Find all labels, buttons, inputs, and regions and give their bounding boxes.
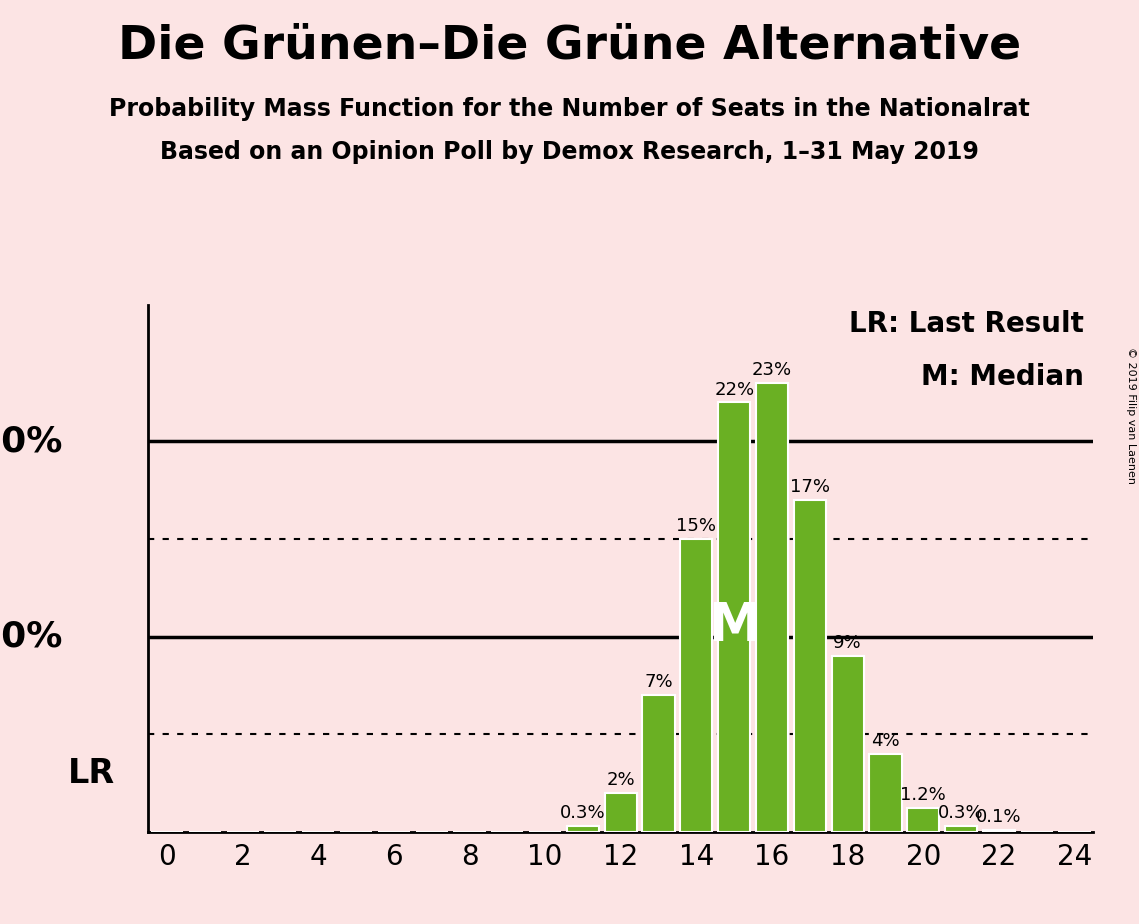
Bar xyxy=(605,793,637,832)
Text: Die Grünen–Die Grüne Alternative: Die Grünen–Die Grüne Alternative xyxy=(118,23,1021,68)
Bar xyxy=(642,695,674,832)
Text: 10%: 10% xyxy=(0,619,63,653)
Bar xyxy=(831,656,863,832)
Text: 4%: 4% xyxy=(871,732,900,749)
Text: M: M xyxy=(708,600,761,651)
Text: 7%: 7% xyxy=(645,674,673,691)
Bar xyxy=(945,826,977,832)
Text: Probability Mass Function for the Number of Seats in the Nationalrat: Probability Mass Function for the Number… xyxy=(109,97,1030,121)
Text: 20%: 20% xyxy=(0,424,63,458)
Bar xyxy=(983,830,1015,832)
Text: 0.3%: 0.3% xyxy=(560,804,606,821)
Bar xyxy=(794,500,826,832)
Text: 0.1%: 0.1% xyxy=(976,808,1022,826)
Bar xyxy=(907,808,940,832)
Text: 1.2%: 1.2% xyxy=(901,786,947,804)
Text: M: Median: M: Median xyxy=(921,363,1084,391)
Text: © 2019 Filip van Laenen: © 2019 Filip van Laenen xyxy=(1126,347,1136,484)
Text: 9%: 9% xyxy=(834,634,862,652)
Text: LR: LR xyxy=(67,757,115,790)
Text: 2%: 2% xyxy=(606,771,636,789)
Text: 17%: 17% xyxy=(789,478,830,496)
Text: 15%: 15% xyxy=(677,517,716,535)
Bar xyxy=(718,403,751,832)
Text: Based on an Opinion Poll by Demox Research, 1–31 May 2019: Based on an Opinion Poll by Demox Resear… xyxy=(161,140,978,164)
Bar xyxy=(567,826,599,832)
Text: 23%: 23% xyxy=(752,361,792,379)
Bar xyxy=(680,539,713,832)
Text: LR: Last Result: LR: Last Result xyxy=(849,310,1084,338)
Text: 0.3%: 0.3% xyxy=(939,804,984,821)
Text: 22%: 22% xyxy=(714,381,754,398)
Bar xyxy=(869,754,902,832)
Bar xyxy=(756,383,788,832)
